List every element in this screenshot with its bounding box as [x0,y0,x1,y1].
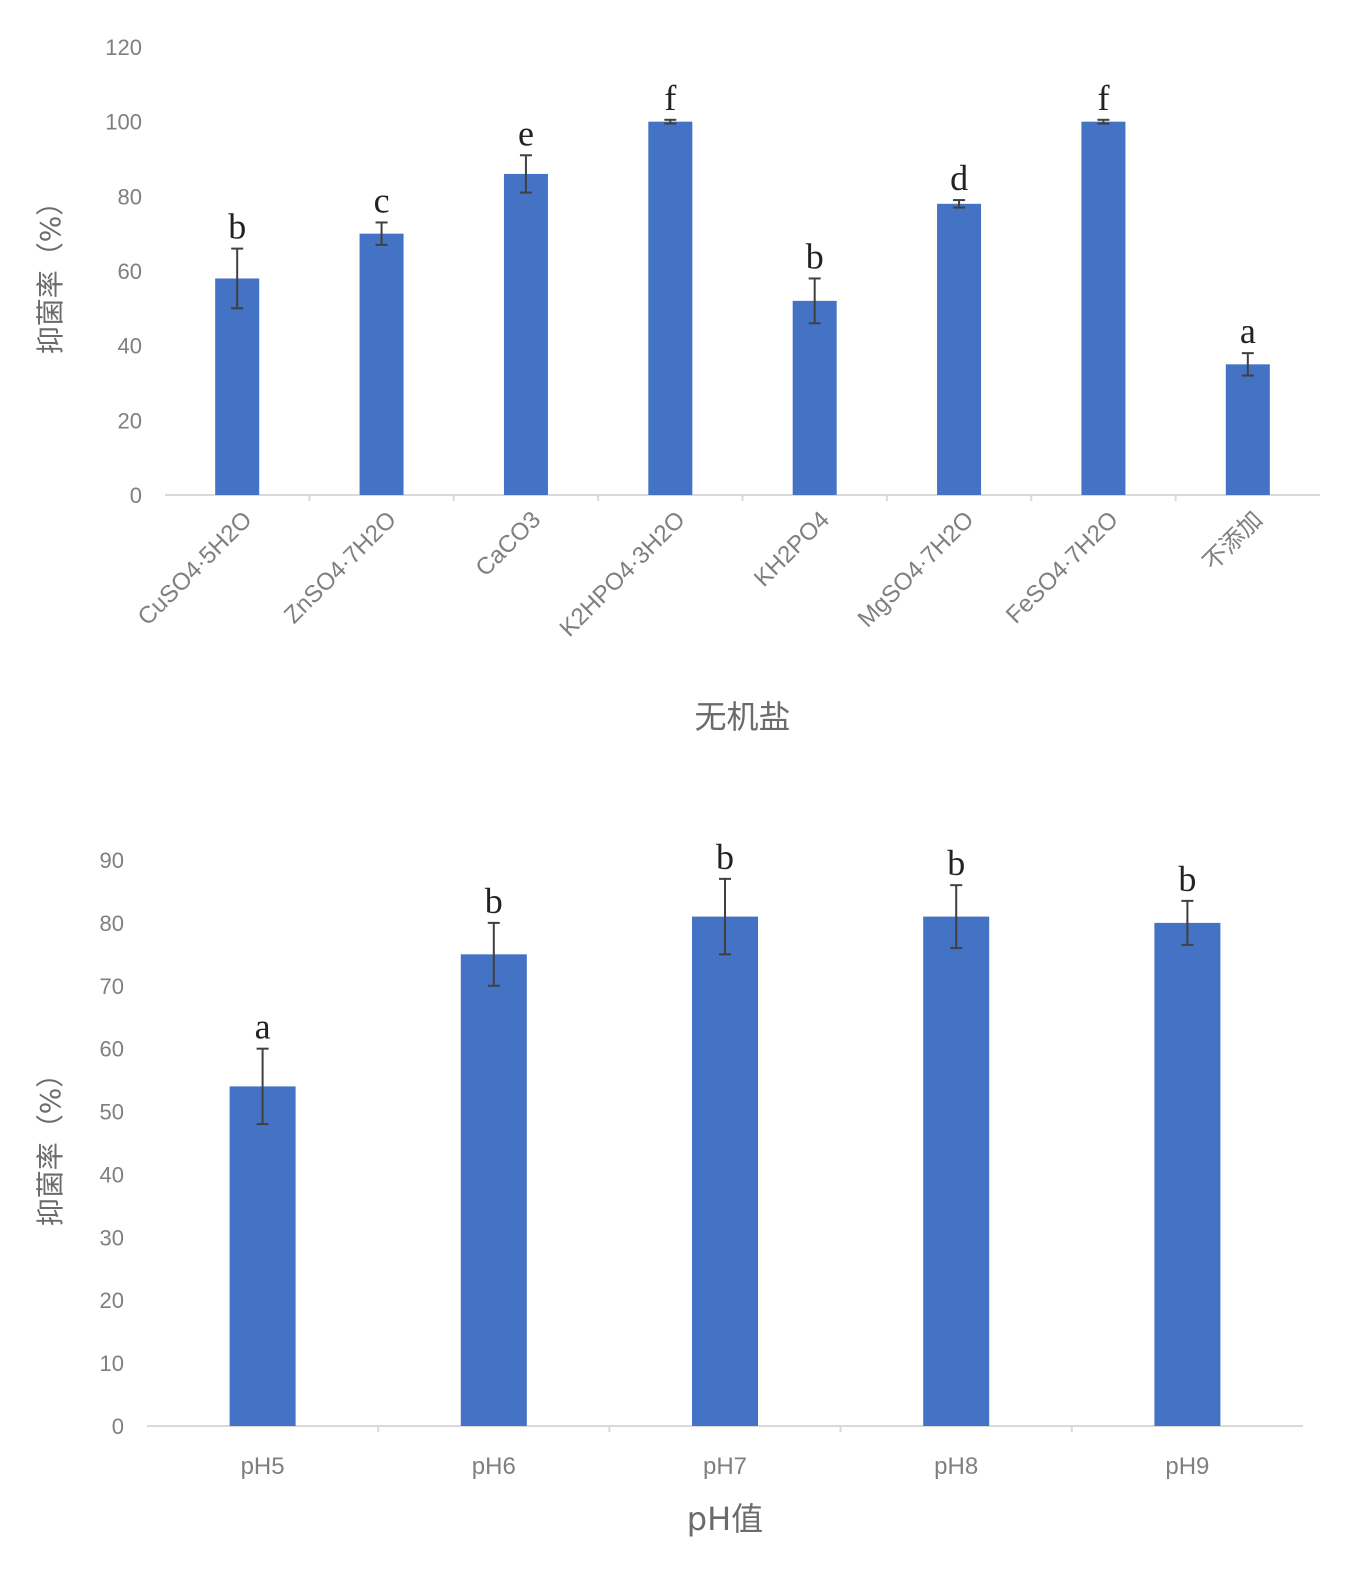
chart1-svg: 0 20 40 60 80 100 120 抑菌率（%） b CuSO4·5H2O c ZnSO4·7… [34,35,1320,736]
chart1-y-tick-label: 120 [105,35,142,60]
chart2-y-tick-label: 0 [112,1414,124,1439]
chart1-significance-label: b [806,236,824,276]
chart2-x-axis-label: pH值 [687,1500,763,1538]
chart2-significance-label: b [947,843,965,883]
chart2-bar [229,1086,296,1426]
chart1-bar [937,203,982,496]
chart2-x-tick-label: pH8 [934,1453,978,1480]
chart1-x-tick-label: KH2PO4 [749,506,835,592]
chart2-x-tick-label: pH5 [241,1453,285,1480]
chart2-significance-label: b [716,837,734,877]
chart1-y-tick-label: 0 [130,483,142,508]
chart1-x-tick-label: MgSO4·7H2O [853,506,980,633]
chart2-y-tick-label: 10 [100,1351,124,1376]
chart1-x-axis-label: 无机盐 [694,698,790,736]
chart2-significance-label: a [255,1007,271,1047]
chart1-x-tick-label: ZnSO4·7H2O [279,506,402,629]
chart2-y-tick-label: 70 [100,974,124,999]
chart2-y-tick-label: 80 [100,911,124,936]
chart1-significance-label: f [1097,78,1109,118]
chart1-bar [792,300,837,495]
chart1-significance-label: b [228,207,246,247]
chart1-bar [1081,121,1126,496]
chart1-x-tick-label: FeSO4·7H2O [1001,506,1124,629]
chart2-y-tick-label: 50 [100,1100,124,1125]
chart1-x-tick-label: CuSO4·5H2O [133,506,258,631]
chart1-y-tick-label: 20 [118,408,142,433]
chart1-significance-label: f [664,78,676,118]
chart2-x-tick-label: pH9 [1165,1453,1209,1480]
chart1-y-tick-label: 100 [105,110,142,135]
chart1-bar [359,233,404,495]
chart1-y-tick-label: 80 [118,184,142,209]
ph-bar-chart: 0 10 20 30 40 50 60 70 80 90 抑菌率（%） a pH5 b pH6 b pH7 b pH… [0,800,1350,1582]
chart1-y-tick-label: 60 [118,259,142,284]
chart2-significance-label: b [1178,859,1196,899]
chart1-significance-label: e [518,113,534,153]
chart2-significance-label: b [485,881,503,921]
chart1-bar [215,278,260,495]
chart2-y-tick-label: 60 [100,1037,124,1062]
chart2-bar [460,954,527,1426]
chart1-significance-label: d [950,158,968,198]
chart2-y-tick-label: 90 [100,848,124,873]
chart1-significance-label: a [1240,311,1256,351]
chart1-y-tick-label: 40 [118,334,142,359]
chart1-y-axis-label: 抑菌率（%） [34,188,67,355]
chart2-bar [923,916,990,1426]
chart2-bar [1154,922,1221,1426]
chart2-bar [692,916,758,1426]
chart2-y-tick-label: 40 [100,1162,124,1187]
inorganic-salt-bar-chart: 0 20 40 60 80 100 120 抑菌率（%） b CuSO4·5H2O c ZnSO4·7… [0,0,1350,760]
chart2-x-tick-label: pH6 [472,1453,516,1480]
chart1-bar [503,173,548,495]
chart1-x-tick-label: K2HPO4·3H2O [555,506,691,642]
chart2-svg: 0 10 20 30 40 50 60 70 80 90 抑菌率（%） a pH5 b pH6 b pH7 b pH… [34,837,1303,1538]
chart2-y-axis-label: 抑菌率（%） [34,1060,67,1227]
chart2-y-tick-label: 20 [100,1288,124,1313]
chart1-x-tick-label: 不添加 [1198,506,1268,576]
chart1-significance-label: c [374,180,390,220]
chart1-bar [648,121,693,496]
chart2-x-tick-label: pH7 [703,1453,747,1480]
chart1-bar [1225,364,1270,495]
chart1-x-tick-label: CaCO3 [470,506,546,582]
chart2-y-tick-label: 30 [100,1225,124,1250]
